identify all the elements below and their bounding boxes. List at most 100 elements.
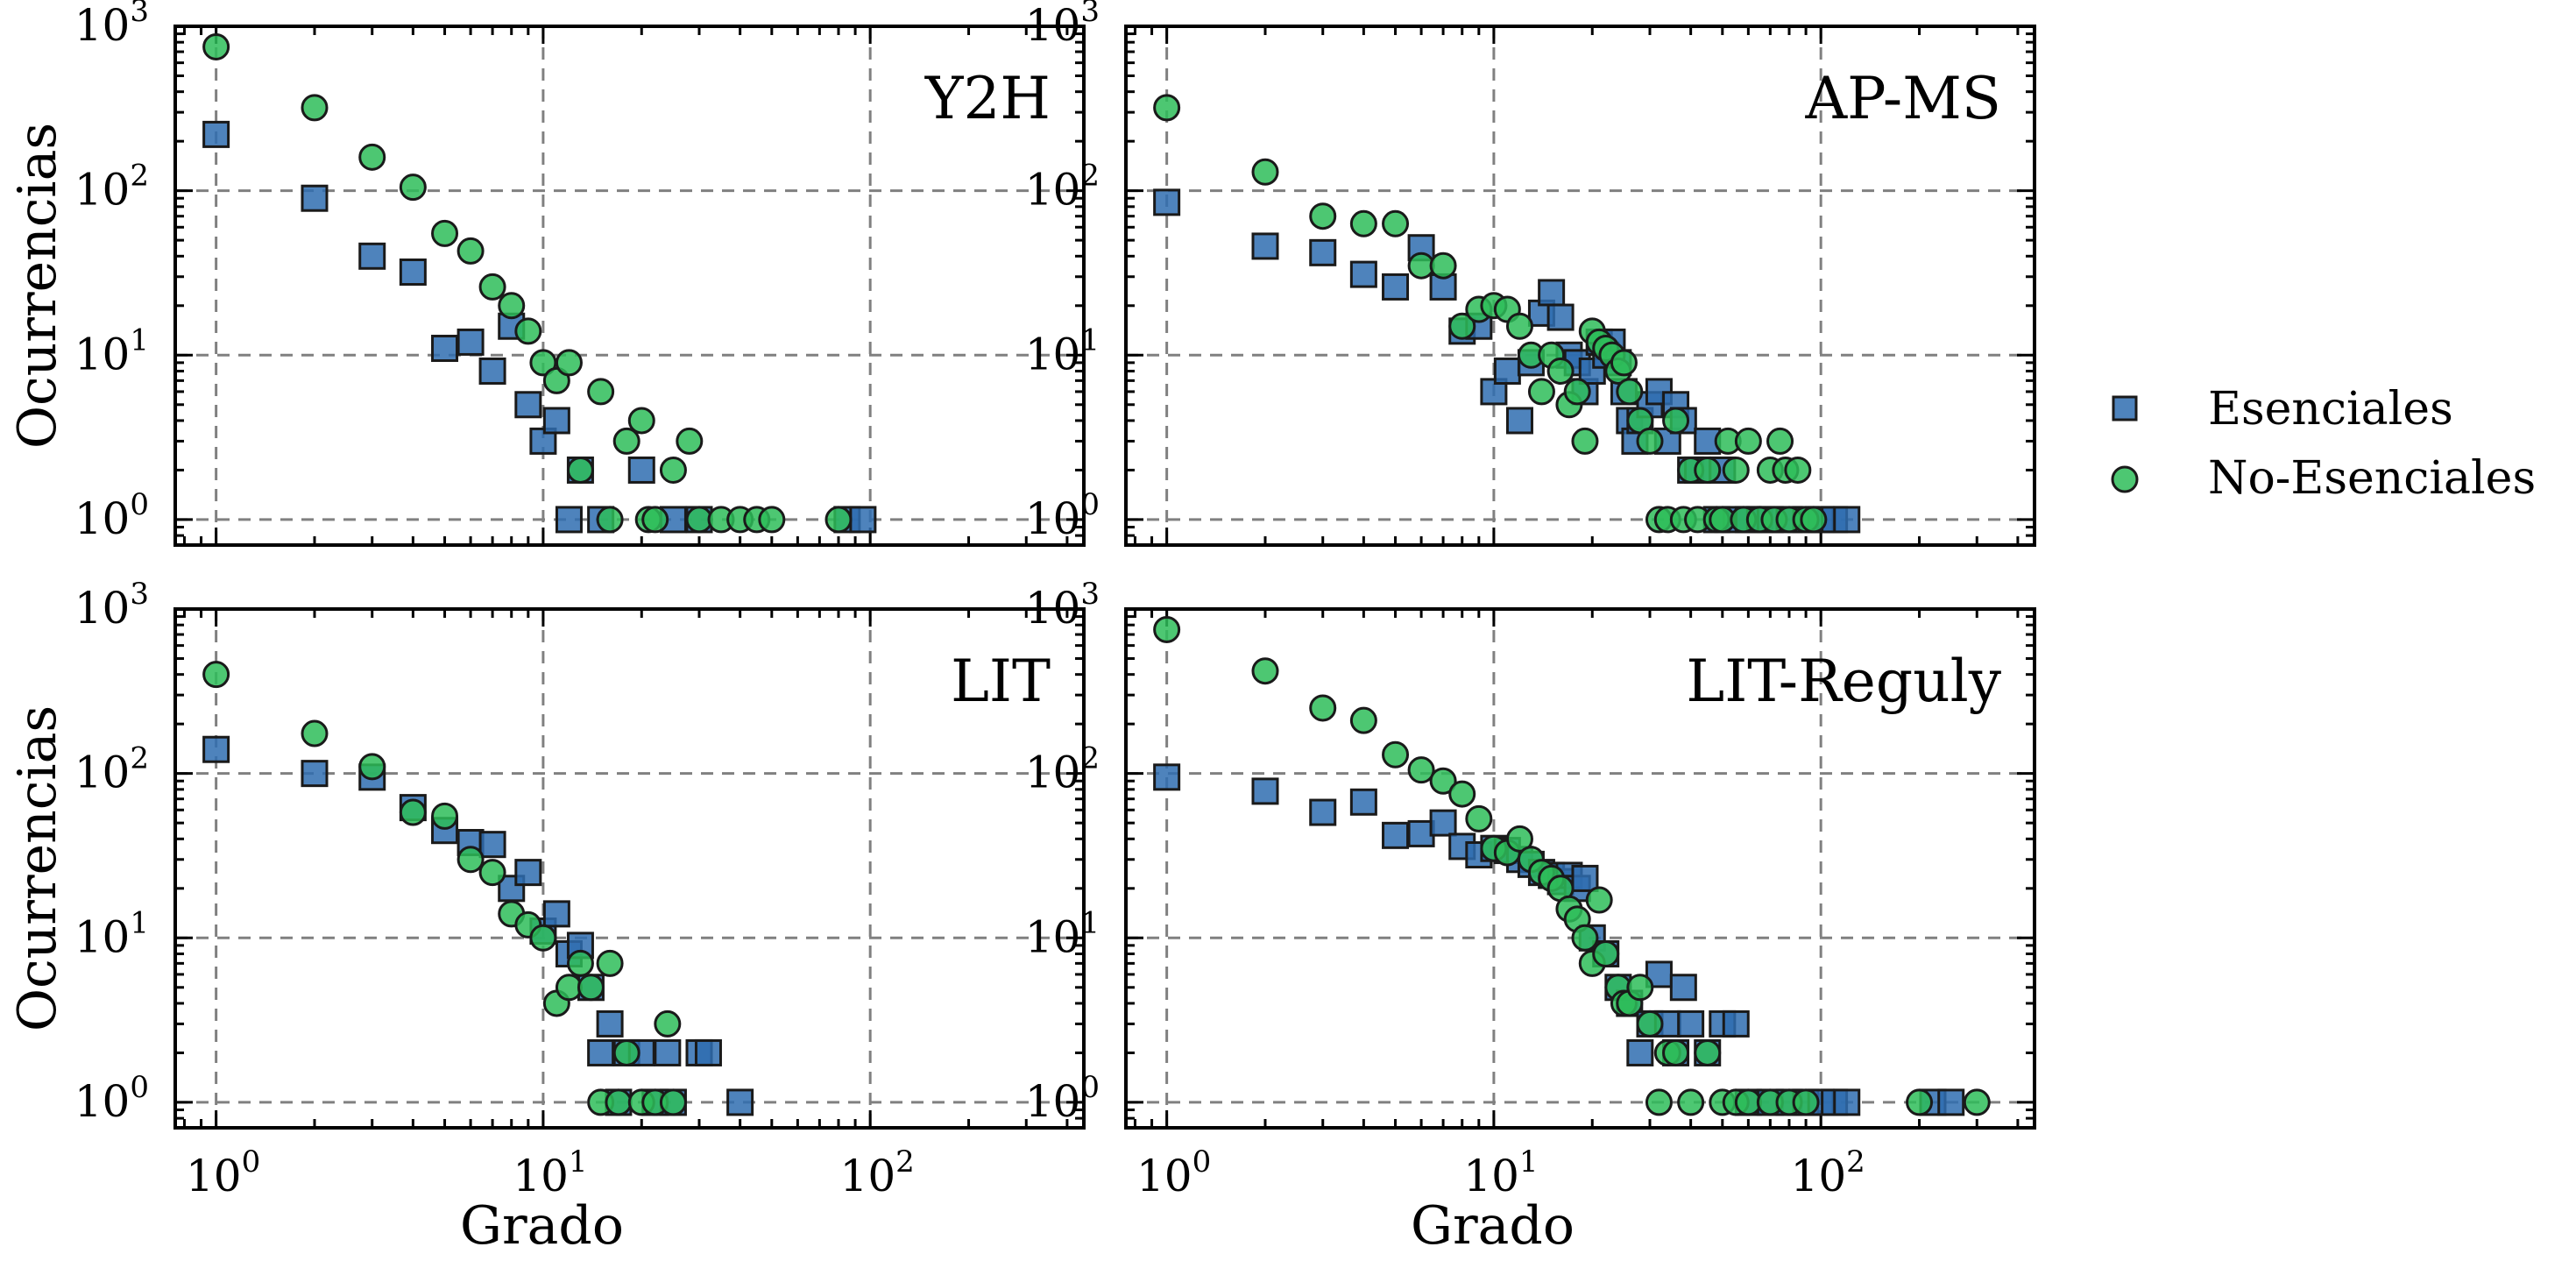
point-no-esenciales-3 xyxy=(399,174,427,202)
series-no-esenciales xyxy=(1153,94,1828,534)
point-no-esenciales-1 xyxy=(301,94,329,122)
point-no-esenciales-6 xyxy=(1429,767,1457,795)
point-esenciales-6 xyxy=(478,357,506,385)
point-no-esenciales-1 xyxy=(1251,158,1279,186)
point-no-esenciales-15 xyxy=(596,949,624,977)
ytick-label-0: 100 xyxy=(74,487,149,544)
ytick-label-1: 101 xyxy=(74,905,149,962)
point-no-esenciales-24 xyxy=(1610,349,1638,377)
ytick-label-1: 101 xyxy=(1025,905,1100,962)
point-no-esenciales-18 xyxy=(1571,427,1599,455)
point-esenciales-1 xyxy=(301,760,329,788)
point-no-esenciales-0 xyxy=(1153,615,1181,643)
point-no-esenciales-1 xyxy=(301,719,329,747)
point-esenciales-11 xyxy=(1505,407,1533,435)
panel-lit-reguly: LIT-Reguly 100 101 102 103 100 101 102 Grado xyxy=(1025,577,2036,1257)
point-no-esenciales-25 xyxy=(1626,974,1654,1002)
point-no-esenciales-31 xyxy=(1694,1038,1722,1066)
xtick-label-2: 102 xyxy=(1791,1144,1865,1201)
panels: Y2H 100 101 102 103 Ocurrencias AP-MS 100 101 102… xyxy=(7,0,2036,1257)
point-esenciales-4 xyxy=(1382,821,1410,849)
x-axis-label: Grado xyxy=(1411,1195,1575,1257)
legend-label-no-esenciales: No-Esenciales xyxy=(2208,452,2536,505)
point-no-esenciales-5 xyxy=(456,237,485,265)
point-no-esenciales-25 xyxy=(758,506,786,534)
ytick-label-3: 103 xyxy=(74,0,149,51)
point-no-esenciales-13 xyxy=(1527,378,1555,406)
point-no-esenciales-20 xyxy=(676,427,704,455)
point-no-esenciales-11 xyxy=(555,349,583,377)
point-esenciales-1 xyxy=(1251,232,1279,260)
point-no-esenciales-27 xyxy=(1645,1088,1673,1116)
point-no-esenciales-40 xyxy=(1734,427,1762,455)
ytick-label-3: 103 xyxy=(74,577,149,634)
point-no-esenciales-18 xyxy=(641,506,669,534)
point-esenciales-1 xyxy=(301,184,329,212)
ytick-label-1: 101 xyxy=(1025,322,1100,379)
point-no-esenciales-2 xyxy=(1309,694,1337,722)
point-esenciales-18 xyxy=(849,506,877,534)
point-esenciales-3 xyxy=(1349,788,1377,816)
point-esenciales-8 xyxy=(514,859,542,887)
point-esenciales-10 xyxy=(1493,357,1521,385)
point-no-esenciales-3 xyxy=(1349,706,1377,734)
point-no-esenciales-2 xyxy=(1309,202,1337,230)
panel-ap-ms: AP-MS 100 101 102 103 xyxy=(1025,0,2036,547)
point-no-esenciales-4 xyxy=(1382,209,1410,237)
point-esenciales-15 xyxy=(1546,303,1575,331)
point-no-esenciales-2 xyxy=(358,143,386,171)
point-esenciales-11 xyxy=(555,506,583,534)
point-no-esenciales-17 xyxy=(1563,378,1591,406)
point-no-esenciales-2 xyxy=(358,753,386,781)
point-no-esenciales-6 xyxy=(478,273,506,301)
point-no-esenciales-0 xyxy=(202,32,230,60)
point-no-esenciales-47 xyxy=(1784,456,1812,484)
point-no-esenciales-4 xyxy=(431,219,459,247)
panel-title: Y2H xyxy=(924,65,1051,132)
point-no-esenciales-11 xyxy=(1505,825,1533,853)
point-esenciales-2 xyxy=(358,242,386,270)
point-no-esenciales-0 xyxy=(202,661,230,689)
point-esenciales-28 xyxy=(1669,974,1697,1002)
point-no-esenciales-38 xyxy=(1722,456,1750,484)
point-esenciales-6 xyxy=(478,831,506,859)
ytick-label-2: 102 xyxy=(1025,741,1100,798)
point-no-esenciales-16 xyxy=(627,407,655,435)
point-esenciales-0 xyxy=(1153,188,1181,216)
point-esenciales-14 xyxy=(627,456,655,484)
point-no-esenciales-7 xyxy=(1448,312,1476,340)
point-no-esenciales-20 xyxy=(1585,886,1613,914)
point-no-esenciales-1 xyxy=(1251,657,1279,685)
panel-y2h: Y2H 100 101 102 103 Ocurrencias xyxy=(7,0,1086,547)
series-no-esenciales xyxy=(1153,615,1991,1116)
point-no-esenciales-6 xyxy=(478,859,506,887)
point-esenciales-35 xyxy=(1694,427,1722,455)
point-esenciales-0 xyxy=(202,735,230,763)
point-no-esenciales-4 xyxy=(1382,740,1410,769)
point-no-esenciales-38 xyxy=(1906,1088,1934,1116)
point-esenciales-4 xyxy=(1382,273,1410,301)
ytick-label-2: 102 xyxy=(74,741,149,798)
point-esenciales-10 xyxy=(542,407,570,435)
point-no-esenciales-0 xyxy=(1153,94,1181,122)
point-no-esenciales-21 xyxy=(659,1088,687,1116)
point-no-esenciales-7 xyxy=(498,292,526,320)
ytick-label-0: 100 xyxy=(74,1070,149,1127)
legend: Esenciales No-Esenciales xyxy=(2111,383,2536,505)
data-points xyxy=(202,32,877,534)
ytick-label-2: 102 xyxy=(74,159,149,216)
point-esenciales-14 xyxy=(587,1038,615,1066)
point-esenciales-18 xyxy=(1571,864,1599,892)
point-esenciales-41 xyxy=(1937,1088,1965,1116)
point-esenciales-23 xyxy=(1626,1038,1654,1066)
point-no-esenciales-30 xyxy=(1662,407,1690,435)
point-esenciales-10 xyxy=(542,900,570,928)
point-no-esenciales-4 xyxy=(431,802,459,830)
legend-marker-esenciales xyxy=(2112,395,2138,422)
data-points xyxy=(1153,94,1861,534)
data-points xyxy=(1153,615,1991,1116)
point-no-esenciales-49 xyxy=(1800,506,1828,534)
point-no-esenciales-8 xyxy=(514,317,542,345)
point-no-esenciales-20 xyxy=(654,1010,682,1038)
point-no-esenciales-16 xyxy=(605,1088,633,1116)
